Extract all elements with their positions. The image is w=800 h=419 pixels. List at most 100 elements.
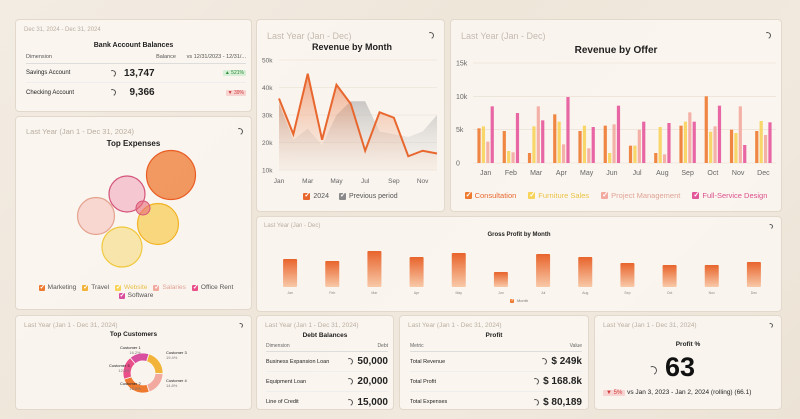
bar xyxy=(704,265,719,287)
x-tick-label: Mar xyxy=(530,170,543,177)
legend-item[interactable]: Project Management xyxy=(601,190,681,200)
bar xyxy=(325,261,340,287)
revenue-month-legend: 2024 Previous period xyxy=(257,191,444,200)
legend-item[interactable]: Software xyxy=(118,291,153,299)
x-tick-label: Apr xyxy=(556,170,568,177)
donut-label-name: Customer 1 xyxy=(120,345,141,350)
x-tick-label: Nov xyxy=(417,178,429,185)
legend-label: Website xyxy=(124,284,148,291)
legend-item[interactable]: 2024 xyxy=(303,191,329,200)
bank-balances-card: Dec 31, 2024 - Dec 31, 2024 Bank Account… xyxy=(15,19,252,112)
donut-label: Customer 1 16.2% xyxy=(120,345,141,355)
bar xyxy=(633,145,637,163)
revenue-offer-chart: 0 5k 10k 15k Jan Feb Mar Apr May Jun Jul Aug Sep Oct N… xyxy=(456,61,776,177)
legend-label: Marketing xyxy=(47,284,77,291)
donut-slice xyxy=(146,353,164,375)
debt-subtitle: Last Year (Jan 1 - Dec 31, 2024) xyxy=(265,322,359,329)
legend-item[interactable]: Website xyxy=(115,283,148,291)
bubble-marketing[interactable] xyxy=(145,149,197,201)
donut-label: Customer 3 19.4% xyxy=(166,350,187,360)
debt-col-dimension[interactable]: Dimension xyxy=(266,343,290,349)
profit-row-name: Total Profit xyxy=(410,378,436,385)
profit-col-metric[interactable]: Metric xyxy=(410,343,424,349)
bar xyxy=(578,131,582,163)
donut-label-pct: 12.3% xyxy=(118,367,130,373)
bar xyxy=(481,126,486,163)
profit-pct-comparison-row: ▼ 5% vs Jan 3, 2023 - Jan 2, 2024 (rolli… xyxy=(603,389,751,396)
legend-item[interactable]: Furniture Sales xyxy=(528,190,589,200)
loading-icon xyxy=(345,357,355,366)
legend-item[interactable]: Previous period xyxy=(338,191,398,200)
loading-icon xyxy=(531,377,541,386)
legend-label: Project Management xyxy=(611,191,681,200)
debt-row-value: 50,000 xyxy=(357,356,388,367)
y-tick-label: 0 xyxy=(456,161,460,168)
legend-item[interactable]: Full-Service Design xyxy=(692,190,767,200)
x-tick-label: Sep xyxy=(681,170,694,177)
bar xyxy=(541,120,545,163)
x-tick-label: Jan xyxy=(287,291,293,295)
checkbox-icon xyxy=(464,190,472,199)
bank-col-vs[interactable]: vs 12/31/2023 - 12/31/... xyxy=(186,54,246,60)
legend-label: Month xyxy=(516,298,529,303)
top-customers-card: Last Year (Jan 1 - Dec 31, 2024) Top Cus… xyxy=(15,315,252,410)
legend-item[interactable]: Office Rent xyxy=(191,283,233,291)
debt-col-debt[interactable]: Debt xyxy=(377,343,388,349)
profit-pct-title: Profit % xyxy=(675,341,701,348)
legend-label: Consultation xyxy=(474,191,517,200)
legend-item[interactable]: Travel xyxy=(82,283,109,291)
bar xyxy=(493,272,508,287)
checkbox-icon xyxy=(303,191,311,200)
profit-table: Metric Value Total Revenue $ 249k Total … xyxy=(410,343,582,409)
bubble-travel[interactable] xyxy=(101,226,143,268)
checkbox-icon xyxy=(601,190,608,199)
bar xyxy=(409,257,424,287)
bar xyxy=(746,262,761,287)
table-row: Equipment Loan 20,000 xyxy=(266,372,388,392)
legend-item[interactable]: Salaries xyxy=(153,283,186,291)
checkbox-icon xyxy=(82,283,89,291)
x-tick-label: Apr xyxy=(414,291,420,295)
y-tick-label: 10k xyxy=(456,94,468,101)
bubble-office-rent[interactable] xyxy=(108,175,146,213)
gross-profit-chart: Jan Feb Mar Apr May Jun Jul Aug Sep Oct Nov Dec xyxy=(283,251,761,295)
checkbox-icon xyxy=(692,190,700,199)
bar xyxy=(713,126,717,163)
bar xyxy=(527,153,532,163)
bank-col-dimension[interactable]: Dimension xyxy=(26,54,52,60)
bar xyxy=(557,121,561,163)
bank-col-balance[interactable]: Balance xyxy=(156,54,176,60)
top-expenses-card: Last Year (Jan 1 - Dec 31, 2024) Top Exp… xyxy=(15,116,252,310)
checkbox-icon xyxy=(528,190,536,199)
bar xyxy=(566,97,570,163)
donut-label: Customer 2 15.0% xyxy=(120,381,141,391)
revenue-offer-card: Last Year (Jan - Dec) Revenue by Offer 0… xyxy=(450,19,782,212)
customers-title: Top Customers xyxy=(109,331,158,338)
bar xyxy=(582,125,587,163)
y-tick-label: 40k xyxy=(262,85,273,92)
revenue-month-card: Last Year (Jan - Dec) Revenue by Month 1… xyxy=(256,19,445,212)
x-tick-label: Jul xyxy=(633,170,642,177)
legend-item[interactable]: Consultation xyxy=(464,190,517,200)
profit-col-value[interactable]: Value xyxy=(569,343,582,349)
x-tick-label: Jun xyxy=(606,170,617,177)
bar xyxy=(692,121,696,163)
profit-row-value: $ 80,189 xyxy=(543,396,582,408)
donut-label: Customer 4 14.8% xyxy=(166,378,187,388)
x-tick-label: May xyxy=(455,291,462,295)
profit-row-value: $ 249k xyxy=(551,356,582,367)
bar xyxy=(662,154,667,163)
x-tick-label: Jul xyxy=(361,178,370,185)
bubble-software[interactable] xyxy=(135,200,151,216)
bubble-salaries[interactable] xyxy=(76,196,116,236)
legend-item[interactable]: Marketing xyxy=(38,283,77,291)
area-2024 xyxy=(279,73,437,170)
bar xyxy=(620,263,635,287)
loading-icon xyxy=(107,88,117,97)
revenue-month-chart: 10k 20k 30k 40k 50k Jan Mar May Jul Sep Nov xyxy=(262,58,438,185)
y-tick-label: 20k xyxy=(262,140,273,147)
x-tick-label: Mar xyxy=(371,291,378,295)
bar xyxy=(283,259,298,287)
legend-item[interactable]: Month xyxy=(509,297,529,303)
line-2024 xyxy=(278,73,438,158)
